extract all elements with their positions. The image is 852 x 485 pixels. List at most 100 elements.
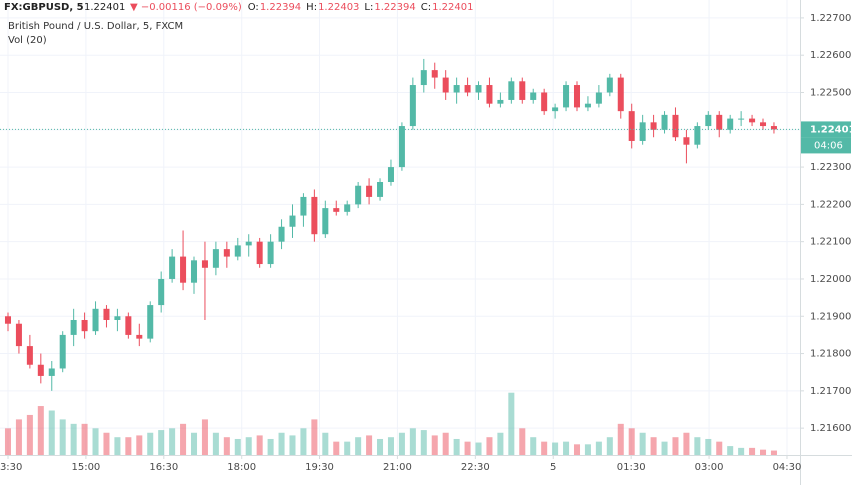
axes: 1.21600 1.21700 1.21800 1.21900 1.22000 1.221… bbox=[0, 13, 852, 473]
y-tick-label: 1.22600 bbox=[810, 50, 851, 61]
candles bbox=[0, 58, 800, 391]
volume-bar bbox=[398, 432, 405, 455]
candle-body bbox=[136, 334, 143, 339]
volume-bar bbox=[245, 437, 252, 455]
x-tick-label: 01:30 bbox=[617, 462, 646, 473]
volume-bar bbox=[180, 423, 187, 455]
subtitle: British Pound / U.S. Dollar, 5, FXCM bbox=[8, 21, 183, 32]
countdown-label: 04:06 bbox=[814, 140, 843, 151]
candle-body bbox=[442, 77, 449, 93]
candle-body bbox=[147, 305, 154, 339]
candle-body bbox=[223, 249, 230, 257]
candle-body bbox=[158, 278, 165, 306]
volume-bar bbox=[749, 447, 756, 455]
candle-body bbox=[377, 182, 384, 197]
volume-bar bbox=[15, 419, 22, 455]
candle-body bbox=[475, 85, 482, 93]
candle-body bbox=[628, 111, 635, 141]
volume-pane bbox=[4, 392, 777, 455]
candle-body bbox=[37, 364, 44, 376]
volume-bar bbox=[201, 419, 208, 455]
candle-body bbox=[738, 118, 745, 120]
volume-bar bbox=[158, 430, 165, 455]
volume-bar bbox=[716, 441, 723, 455]
readout-value: 1.22401 bbox=[432, 2, 473, 13]
candle-body bbox=[103, 308, 110, 320]
y-tick-label: 1.22500 bbox=[810, 87, 851, 98]
candle-body bbox=[201, 260, 208, 268]
volume-bar bbox=[606, 437, 613, 455]
volume-bar bbox=[256, 435, 263, 455]
volume-bar bbox=[322, 432, 329, 455]
candle-body bbox=[617, 77, 624, 112]
candle-body bbox=[267, 241, 274, 265]
volume-bar bbox=[650, 437, 657, 455]
volume-bar bbox=[705, 438, 712, 455]
volume-bar bbox=[738, 447, 745, 455]
candle-body bbox=[125, 316, 132, 335]
volume-bar bbox=[442, 432, 449, 455]
x-tick-label: 13:30 bbox=[0, 462, 22, 473]
candle-body bbox=[584, 103, 591, 108]
y-tick-label: 1.21900 bbox=[810, 311, 851, 322]
legend: FX:GBPUSD, 5 1.22401 ▼ −0.00116 (−0.09%)… bbox=[4, 2, 473, 46]
volume-bar bbox=[147, 432, 154, 455]
volume-bar bbox=[628, 428, 635, 455]
candle-body bbox=[48, 368, 55, 376]
y-tick-label: 1.22100 bbox=[810, 237, 851, 248]
candle-body bbox=[573, 85, 581, 108]
candle-body bbox=[114, 316, 121, 320]
volume-bar bbox=[530, 437, 537, 455]
candle-body bbox=[234, 245, 241, 257]
candle-body bbox=[333, 208, 340, 212]
volume-bar bbox=[333, 441, 340, 455]
volume-bar bbox=[453, 438, 460, 455]
candle-body bbox=[366, 185, 373, 197]
candle-body bbox=[81, 319, 88, 332]
candle-body bbox=[409, 85, 416, 127]
candle-body bbox=[59, 334, 66, 369]
candle-body bbox=[322, 208, 329, 235]
candle-body bbox=[311, 196, 318, 235]
candle-body bbox=[278, 226, 285, 242]
volume-label: Vol (20) bbox=[8, 35, 47, 46]
candle-body bbox=[431, 70, 438, 78]
symbol: FX:GBPUSD, 5 bbox=[4, 2, 84, 13]
volume-bar bbox=[169, 428, 176, 455]
x-tick-label: 19:30 bbox=[305, 462, 334, 473]
candle-body bbox=[26, 346, 33, 365]
volume-bar bbox=[234, 438, 241, 455]
volume-bar bbox=[387, 437, 394, 455]
change: ▼ −0.00116 (−0.09%) bbox=[130, 2, 242, 13]
candle-body bbox=[92, 308, 99, 332]
candle-body bbox=[672, 114, 679, 138]
candle-body bbox=[70, 319, 77, 335]
volume-bar bbox=[409, 428, 416, 455]
readout-value: 1.22394 bbox=[260, 2, 301, 13]
volume-bar bbox=[486, 437, 493, 455]
volume-bar bbox=[639, 432, 646, 455]
candle-body bbox=[4, 316, 11, 324]
candle-body bbox=[256, 241, 263, 265]
candle-body bbox=[595, 92, 602, 104]
candle-body bbox=[212, 249, 219, 268]
volume-bar bbox=[125, 437, 132, 455]
volume-bar bbox=[420, 430, 427, 455]
last-price-label: 1.22401 bbox=[810, 124, 852, 135]
volume-bar bbox=[661, 441, 668, 455]
readout-value: 1.22403 bbox=[318, 2, 359, 13]
x-tick-label: 16:30 bbox=[149, 462, 178, 473]
candle-body bbox=[344, 204, 351, 212]
candle-body bbox=[387, 167, 394, 182]
volume-bar bbox=[223, 437, 230, 455]
x-tick-label: 21:00 bbox=[383, 462, 412, 473]
countdown-tag bbox=[801, 137, 851, 154]
volume-bar bbox=[48, 410, 55, 455]
volume-bar bbox=[694, 437, 701, 455]
volume-bar bbox=[136, 435, 143, 455]
volume-bar bbox=[190, 432, 198, 455]
volume-bar bbox=[355, 437, 362, 455]
candle-body bbox=[563, 85, 570, 108]
candle-body bbox=[453, 85, 460, 93]
